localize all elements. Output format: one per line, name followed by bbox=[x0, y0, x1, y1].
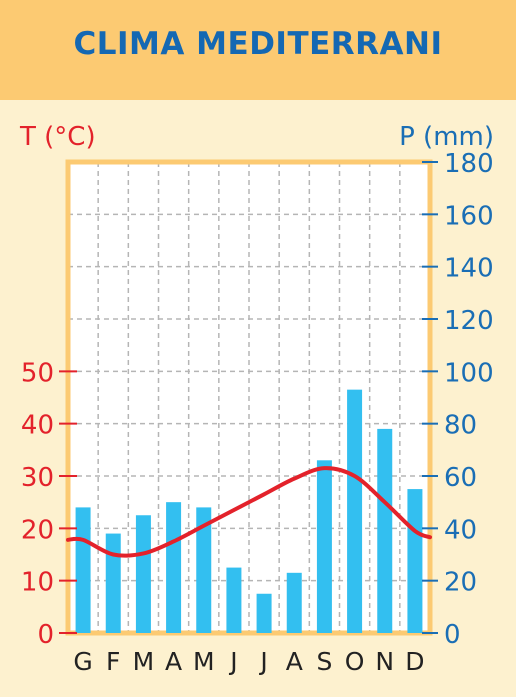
month-label: S bbox=[316, 647, 332, 676]
month-label: F bbox=[106, 647, 120, 676]
right-axis-tick-label: 180 bbox=[444, 149, 494, 179]
precipitation-bar bbox=[407, 489, 423, 633]
left-axis-tick-label: 50 bbox=[21, 358, 54, 388]
month-label: O bbox=[345, 647, 365, 676]
month-label: M bbox=[133, 647, 155, 676]
precipitation-bar bbox=[166, 502, 182, 633]
right-axis-tick-label: 80 bbox=[444, 411, 477, 441]
right-axis-tick-label: 100 bbox=[444, 358, 494, 388]
left-axis-tick-label: 20 bbox=[21, 515, 54, 545]
title-banner bbox=[0, 0, 516, 100]
month-label: A bbox=[286, 647, 303, 676]
temperature-line bbox=[66, 466, 432, 558]
precipitation-bar bbox=[256, 593, 272, 633]
precipitation-bar bbox=[377, 428, 393, 633]
right-axis-tick-label: 40 bbox=[444, 515, 477, 545]
right-axis-tick-label: 120 bbox=[444, 306, 494, 336]
left-axis-tick-label: 0 bbox=[37, 620, 54, 650]
month-label: D bbox=[405, 647, 424, 676]
right-axis-tick-label: 20 bbox=[444, 568, 477, 598]
right-axis-tick-label: 140 bbox=[444, 254, 494, 284]
precipitation-bar bbox=[286, 572, 302, 633]
right-axis-tick-label: 60 bbox=[444, 463, 477, 493]
precipitation-bar bbox=[105, 533, 121, 633]
precipitation-bar bbox=[316, 460, 332, 633]
precipitation-bar bbox=[75, 507, 91, 633]
plot-frame bbox=[65, 159, 433, 636]
left-axis-label: T (°C) bbox=[19, 122, 96, 152]
precipitation-bar bbox=[347, 389, 363, 633]
month-label: G bbox=[73, 647, 92, 676]
precipitation-bar bbox=[196, 507, 212, 633]
precipitation-bar bbox=[135, 515, 151, 633]
month-label: A bbox=[165, 647, 182, 676]
right-axis-tick-label: 0 bbox=[444, 620, 461, 650]
chart-title: CLIMA MEDITERRANI bbox=[73, 26, 443, 62]
precipitation-bar bbox=[226, 567, 242, 633]
month-label: M bbox=[193, 647, 215, 676]
right-axis-label: P (mm) bbox=[399, 122, 494, 152]
left-axis-tick-label: 10 bbox=[21, 568, 54, 598]
left-axis-tick-label: 30 bbox=[21, 463, 54, 493]
month-label: J bbox=[258, 647, 267, 676]
month-label: N bbox=[375, 647, 394, 676]
month-label: J bbox=[228, 647, 237, 676]
left-axis-tick-label: 40 bbox=[21, 411, 54, 441]
right-axis-tick-label: 160 bbox=[444, 201, 494, 231]
